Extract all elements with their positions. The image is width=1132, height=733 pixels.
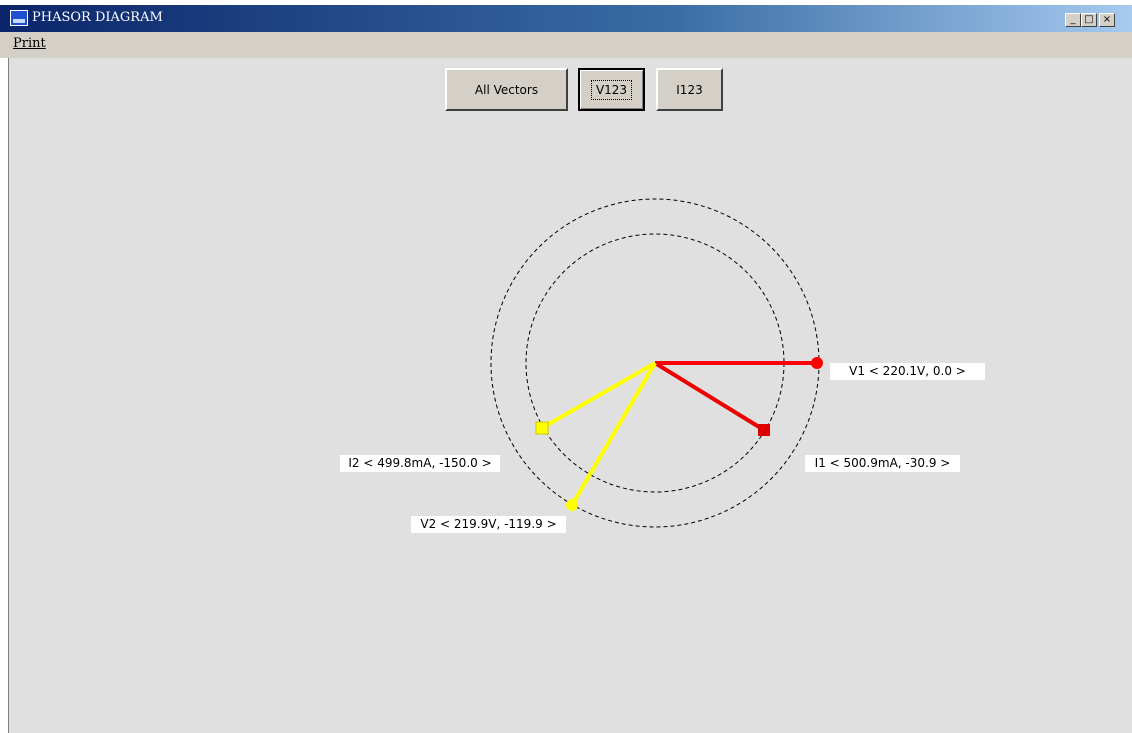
phasor-label: I1 < 500.9mA, -30.9 > bbox=[805, 455, 960, 472]
v1-marker bbox=[811, 357, 823, 369]
i2-marker bbox=[535, 421, 549, 435]
i2-vector bbox=[541, 361, 656, 430]
window-title: PHASOR DIAGRAM bbox=[32, 10, 163, 25]
phasor-label: V2 < 219.9V, -119.9 > bbox=[411, 516, 566, 533]
v123-button[interactable]: V123 bbox=[578, 68, 645, 111]
v2-marker bbox=[566, 499, 578, 511]
menu-bar: Print bbox=[0, 32, 1132, 58]
close-button[interactable]: × bbox=[1099, 13, 1115, 27]
phasor-label: V1 < 220.1V, 0.0 > bbox=[830, 363, 985, 380]
i1-vector bbox=[653, 361, 766, 432]
phasor-label: I2 < 499.8mA, -150.0 > bbox=[340, 455, 500, 472]
minimize-button[interactable]: _ bbox=[1065, 13, 1081, 27]
i1-marker bbox=[758, 424, 770, 436]
button-label: All Vectors bbox=[474, 82, 539, 97]
menu-item[interactable]: Print bbox=[13, 36, 46, 51]
button-label: I123 bbox=[676, 82, 703, 97]
button-label: V123 bbox=[590, 79, 633, 100]
v2-vector bbox=[570, 361, 657, 507]
maximize-button[interactable]: □ bbox=[1081, 13, 1097, 27]
diagram-area bbox=[8, 58, 1132, 733]
i123-button[interactable]: I123 bbox=[656, 68, 723, 111]
all-vectors-button[interactable]: All Vectors bbox=[445, 68, 568, 111]
title-bar: PHASOR DIAGRAM _ □ × bbox=[0, 5, 1132, 32]
app-icon bbox=[10, 10, 28, 26]
